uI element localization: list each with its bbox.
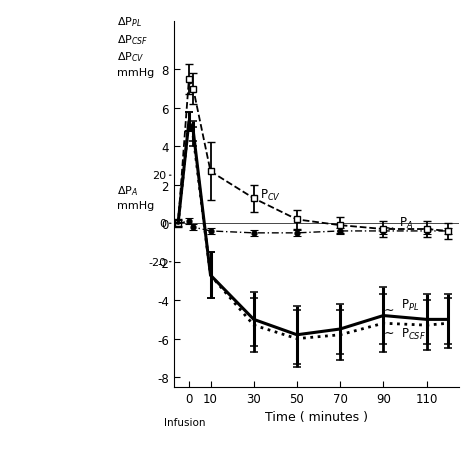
Text: $\sim$: $\sim$ xyxy=(381,325,394,337)
Text: 20: 20 xyxy=(153,171,167,181)
Text: $\sim$: $\sim$ xyxy=(381,302,394,315)
Text: P$_{CSF}$: P$_{CSF}$ xyxy=(401,326,426,341)
Text: -20: -20 xyxy=(148,257,167,267)
Text: $\Delta$P$_A$
mmHg: $\Delta$P$_A$ mmHg xyxy=(117,184,154,211)
Text: $\Delta$P$_{PL}$
$\Delta$P$_{CSF}$
$\Delta$P$_{CV}$
mmHg: $\Delta$P$_{PL}$ $\Delta$P$_{CSF}$ $\Del… xyxy=(117,15,154,78)
Text: P$_{PL}$: P$_{PL}$ xyxy=(401,297,419,312)
Text: Infusion: Infusion xyxy=(164,417,205,427)
Text: $\sim$: $\sim$ xyxy=(381,220,394,233)
X-axis label: Time ( minutes ): Time ( minutes ) xyxy=(265,410,368,423)
Text: P$_{CV}$: P$_{CV}$ xyxy=(260,188,281,203)
Text: 0: 0 xyxy=(160,219,167,229)
Text: P$_A$: P$_A$ xyxy=(399,216,413,231)
